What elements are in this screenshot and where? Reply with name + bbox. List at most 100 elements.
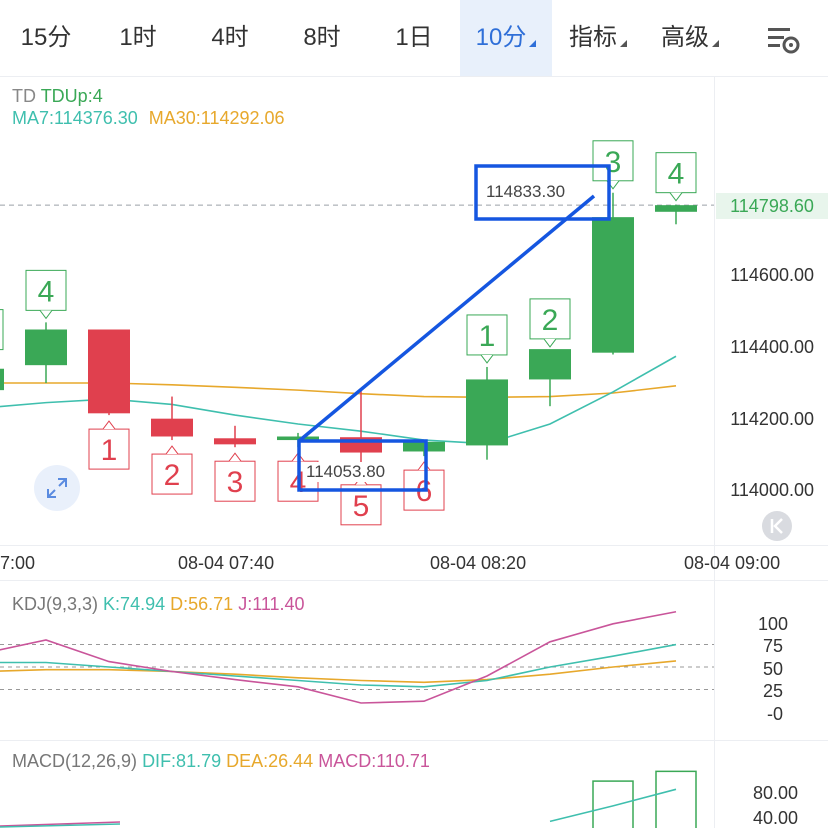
td-marker-box [655,152,697,194]
td-marker-box [88,428,130,470]
macd-dea-value: DEA:26.44 [226,751,314,771]
expand-icon [47,478,67,498]
candle-body [0,368,4,391]
tab-8h[interactable]: 8时 [303,24,341,51]
dropdown-corner-icon [529,40,537,47]
td-count-marker: 5 [340,475,382,526]
time-axis-top-line [0,545,828,546]
td-marker-pointer [165,445,179,455]
time-axis-label: 08-04 09:00 [684,553,781,573]
td-marker-number: 4 [38,275,55,308]
candle-body [88,329,130,414]
td-marker-pointer [669,192,683,202]
annotation-trend-line [297,194,596,443]
candle-body [151,418,193,437]
td-count-marker: 1 [88,420,130,470]
td-marker-number: 3 [227,466,244,499]
td-count-marker: 3 [214,452,256,502]
td-marker-box [25,269,67,311]
td-marker-pointer [39,310,53,320]
kdj-d-value: D:56.71 [170,594,234,614]
expand-fullscreen-button[interactable] [34,465,80,511]
candle-body [25,329,67,366]
macd-dif-value: DIF:81.79 [142,751,222,771]
kdj-d-line [0,660,677,684]
macd-dif-line [549,788,677,823]
candle-body [214,438,256,445]
annotation-low-box [297,439,428,492]
kdj-j-value: J:111.40 [238,594,305,614]
tab-1d[interactable]: 1日 [395,24,433,51]
price-axis-label: 114600.00 [730,265,814,285]
kdj-axis-label: 100 [757,614,788,634]
macd-axis-label: 40.00 [752,808,798,828]
kdj-name: KDJ(9,3,3) [12,594,99,614]
tab-advanced[interactable]: 高级 [644,0,736,76]
tab-15min[interactable]: 15分 [20,24,72,51]
tab-10min[interactable]: 10分 [460,0,552,76]
td-marker-number: 1 [101,434,118,467]
candlestick-chart[interactable]: 412 3 45 61 23 4 [0,0,714,545]
dropdown-corner-icon [712,40,719,47]
dropdown-corner-icon [620,40,627,47]
td-marker-pointer [417,461,431,471]
price-axis-label: 114000.00 [730,480,814,500]
macd-histogram-bar [655,770,697,828]
interval-tab-bar: 15分 1时 4时 8时 1日 10分 指标 高级 [0,0,828,77]
td-count-marker: 2 [529,298,571,348]
macd-dea-line [0,821,121,827]
time-axis-label: 7:00 [0,553,36,573]
td-count-marker: 4 [25,269,67,320]
tab-1h[interactable]: 1时 [119,24,157,51]
tab-4h[interactable]: 4时 [211,24,249,51]
current-price-tag: 114798.60 [716,193,828,219]
td-legend: TD TDUp:4 [12,86,103,107]
td-count-marker: 2 [151,445,193,495]
td-marker-pointer [480,354,494,364]
chart-settings-icon[interactable] [766,22,800,56]
kdj-axis-label: 75 [762,636,783,656]
macd-hist-value: MACD:110.71 [318,751,430,771]
macd-name: MACD(12,26,9) [12,751,138,771]
td-marker-number: 2 [164,459,181,492]
time-axis-label: 08-04 07:40 [178,553,275,573]
macd-legend: MACD(12,26,9) DIF:81.79 DEA:26.44 MACD:1… [12,751,430,772]
tab-indicators[interactable]: 指标 [552,0,644,76]
macd-panel-top [0,740,828,741]
candle-body [655,205,697,212]
kdj-axis-label: 25 [762,681,783,701]
price-axis-label: 114400.00 [730,337,814,357]
high-price-label: 114833.30 [486,182,566,202]
kdj-panel-top [0,580,828,581]
kdj-legend: KDJ(9,3,3) K:74.94 D:56.71 J:111.40 [12,594,305,615]
time-axis-label: 08-04 08:20 [430,553,527,573]
kdj-k-line [0,643,677,688]
td-marker-number: 4 [668,158,685,191]
td-marker-number: 3 [605,146,622,179]
ma7-value: MA7:114376.30 [12,108,138,128]
macd-chart[interactable] [0,740,714,828]
td-marker-box [0,309,4,351]
td-count-marker: 4 [655,152,697,202]
macd-signal-line [0,823,121,828]
kdj-k-value: K:74.94 [103,594,166,614]
kdj-axis-label: -0 [766,704,783,724]
price-axis-divider [714,77,715,828]
td-marker-box [466,314,508,356]
low-price-label: 114053.80 [306,462,386,482]
td-count-marker: 1 [466,314,508,364]
ma-legend: MA7:114376.30 MA30:114292.06 [12,108,285,129]
candle-body [277,436,319,441]
macd-histogram-bar [592,780,634,828]
td-marker-number: 2 [542,304,559,337]
price-axis-label: 114200.00 [730,409,814,429]
scroll-to-latest-button[interactable] [762,511,792,541]
kdj-j-line [0,610,677,704]
candle-body [466,379,508,446]
kdj-chart[interactable] [0,580,714,740]
annotation-high-box [474,164,611,221]
ma30-value: MA30:114292.06 [148,108,285,128]
td-marker-number: 5 [353,490,370,523]
td-marker-pointer [228,452,242,462]
td-indicator-name: TD [12,86,36,106]
